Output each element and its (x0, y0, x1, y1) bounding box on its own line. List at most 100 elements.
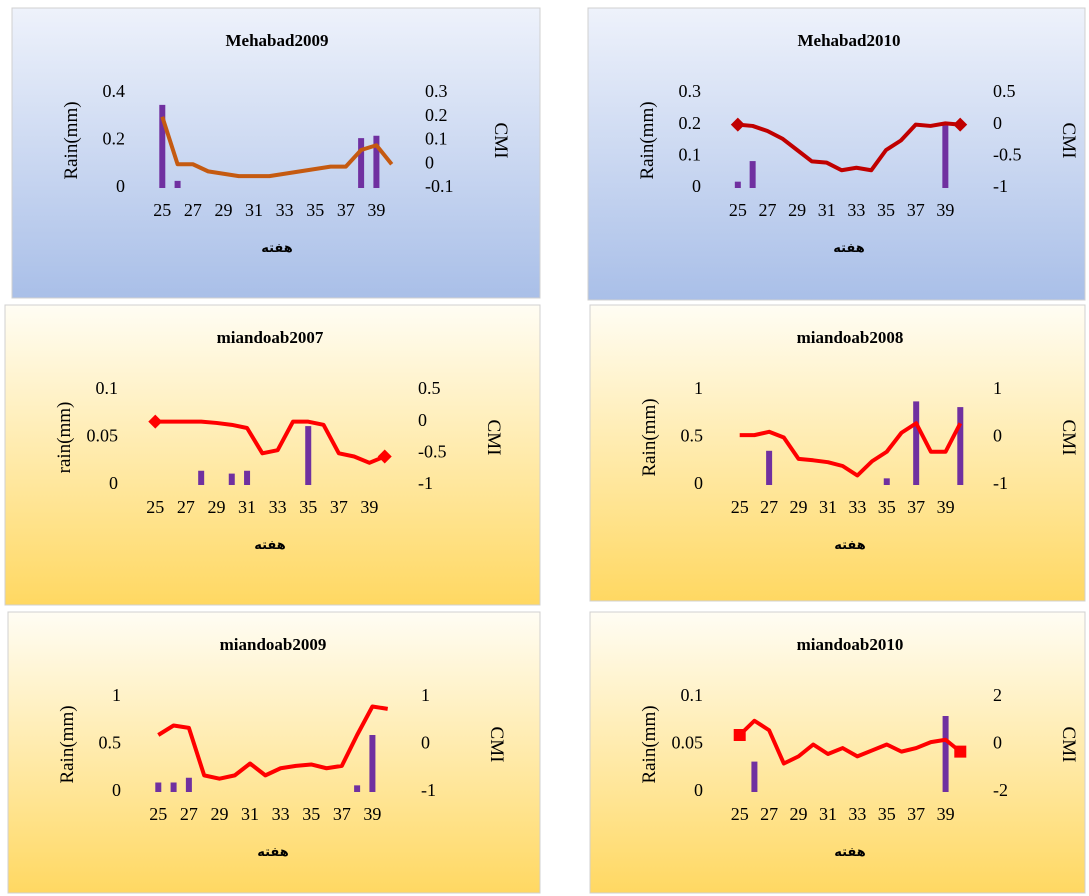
x-tick-label: 31 (245, 200, 263, 220)
y2-tick-label: 0 (418, 410, 427, 430)
x-axis-title: هفته (254, 538, 286, 553)
chart-panel: miandoab2007 0 0.05 0.1 -1 -0.5 0 0.5 25 27 29 31 33… (4, 304, 541, 606)
cmi-line (737, 121, 961, 173)
y2-tick-label: 0 (421, 733, 430, 753)
y-tick-label: 0 (116, 176, 125, 196)
y2-tick-label: 0 (993, 426, 1002, 446)
y-axis-title: Rain(mm) (639, 398, 660, 476)
y-tick-label: 0 (694, 780, 703, 800)
bar (734, 181, 741, 188)
y2-tick-label: 0.3 (425, 81, 448, 101)
y2-tick-label: -2 (993, 780, 1008, 800)
x-tick-label: 27 (184, 200, 202, 220)
y2-axis-title: CMI (1058, 123, 1079, 159)
x-tick-label: 39 (936, 200, 954, 220)
line-marker (954, 745, 967, 758)
x-tick-label: 37 (333, 804, 351, 824)
y2-tick-label: -1 (418, 473, 433, 493)
panel-background (11, 7, 541, 299)
x-tick-label: 33 (269, 497, 287, 517)
y-axis-title: Rain(mm) (57, 705, 78, 783)
x-tick-label: 39 (937, 804, 955, 824)
bar (373, 135, 380, 188)
bar (883, 478, 890, 485)
y2-tick-label: 0.5 (993, 81, 1016, 101)
x-tick-label: 35 (306, 200, 324, 220)
x-tick-label: 25 (731, 804, 749, 824)
y-axis-title: Rain(mm) (637, 101, 658, 179)
chart-title: miandoab2009 (220, 635, 327, 654)
panel-background (589, 304, 1086, 602)
y-tick-label: 0.1 (681, 685, 704, 705)
y2-tick-label: 1 (421, 685, 430, 705)
y2-axis-title: CMI (486, 727, 507, 763)
y-axis-title: rain(mm) (54, 402, 75, 474)
cmi-line (160, 116, 394, 179)
y-tick-label: 1 (694, 378, 703, 398)
y2-tick-label: 0.2 (425, 105, 448, 125)
x-tick-label: 35 (878, 497, 896, 517)
bar (369, 735, 376, 792)
x-tick-label: 29 (214, 200, 232, 220)
bar (198, 470, 205, 485)
y2-tick-label: -0.5 (418, 441, 447, 461)
chart-title: Mehabad2010 (798, 31, 901, 50)
line-marker (148, 414, 163, 429)
x-axis-title: هفته (834, 538, 866, 553)
x-tick-label: 33 (272, 804, 290, 824)
chart-panel: Mehabad2010 0 0.1 0.2 0.3 -1 -0.5 0 0.5 25 27 29 31 3… (587, 7, 1086, 301)
y-tick-label: 0 (694, 473, 703, 493)
x-tick-label: 35 (299, 497, 317, 517)
y-axis-title: Rain(mm) (61, 101, 82, 179)
x-tick-label: 25 (729, 200, 747, 220)
y-tick-label: 1 (112, 685, 121, 705)
y-tick-label: 0 (112, 780, 121, 800)
x-tick-label: 25 (731, 497, 749, 517)
x-tick-label: 25 (149, 804, 167, 824)
x-tick-label: 35 (878, 804, 896, 824)
x-tick-label: 39 (363, 804, 381, 824)
y-tick-label: 0 (692, 176, 701, 196)
y-tick-label: 0.5 (681, 426, 704, 446)
bar (913, 401, 920, 485)
y2-tick-label: -1 (993, 473, 1008, 493)
x-tick-label: 25 (153, 200, 171, 220)
x-tick-label: 29 (788, 200, 806, 220)
line-marker (953, 117, 968, 132)
x-tick-label: 33 (847, 200, 865, 220)
x-tick-label: 31 (819, 497, 837, 517)
x-axis-title: هفته (834, 845, 866, 860)
chart-panel: miandoab2009 0 0.5 1 -1 0 1 25 27 29 31 33 35 37 39 Rai… (7, 611, 541, 894)
y2-tick-label: -1 (421, 780, 436, 800)
cmi-line (155, 419, 386, 465)
y-tick-label: 0.4 (103, 81, 126, 101)
bar (942, 716, 949, 792)
x-tick-label: 35 (302, 804, 320, 824)
y2-tick-label: 1 (993, 378, 1002, 398)
x-axis-title: هفته (257, 845, 289, 860)
x-tick-label: 39 (937, 497, 955, 517)
y-tick-label: 0.05 (672, 733, 704, 753)
cmi-line (738, 718, 962, 766)
y-tick-label: 0.2 (679, 113, 702, 133)
chart-title: miandoab2010 (797, 635, 904, 654)
x-tick-label: 31 (818, 200, 836, 220)
y2-axis-title: CMI (490, 123, 511, 159)
y-tick-label: 0.5 (99, 733, 122, 753)
y2-tick-label: -0.5 (993, 144, 1022, 164)
y-tick-label: 0.3 (679, 81, 702, 101)
x-tick-label: 39 (367, 200, 385, 220)
bar (305, 426, 312, 485)
panel-background (589, 611, 1086, 894)
bar (244, 470, 251, 485)
chart-title: miandoab2007 (217, 328, 324, 347)
x-tick-label: 31 (241, 804, 259, 824)
x-tick-label: 29 (790, 497, 808, 517)
y2-tick-label: -0.1 (425, 176, 454, 196)
y-axis-title: Rain(mm) (639, 705, 660, 783)
bar (159, 104, 166, 188)
chart-panel: Mehabad2009 0 0.2 0.4 -0.1 0 0.1 0.2 0.3 25 27 29 31… (11, 7, 541, 299)
bar (228, 473, 235, 485)
y-tick-label: 0.2 (103, 129, 126, 149)
x-tick-label: 37 (907, 497, 925, 517)
